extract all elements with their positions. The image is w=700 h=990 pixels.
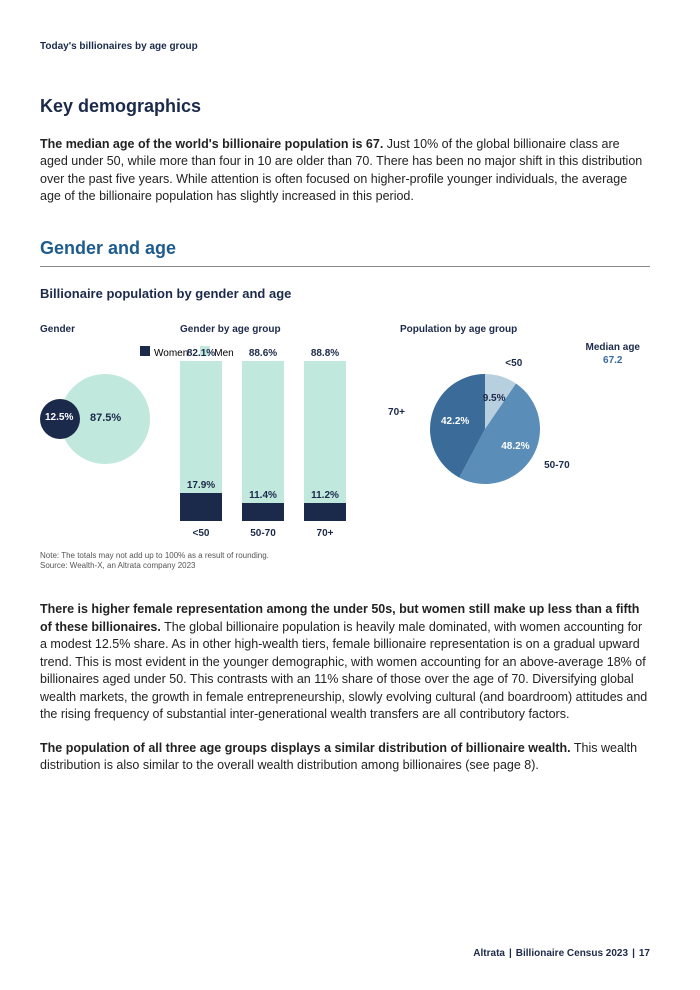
bar-women-label: 17.9% [180,479,222,493]
median-age-block: Median age 67.2 [586,341,640,368]
chart-population-by-age: Population by age group Median age 67.2 … [400,323,650,541]
footer-doc: Billionaire Census 2023 [516,948,628,959]
pie-category-label: 70+ [388,406,405,420]
bar-stack: 82.1%17.9% [180,361,222,521]
pie-value-label: 48.2% [501,440,529,454]
subhead-pop-by-age: Population by age group [400,323,650,337]
bar-seg-men: 88.6% [242,361,284,503]
para3-bold: The population of all three age groups d… [40,741,571,755]
bar-men-label: 82.1% [180,347,222,361]
para2-rest: The global billionaire population is hea… [40,620,647,722]
bar-women-label: 11.2% [304,489,346,503]
subhead-gender: Gender [40,323,160,337]
bar-seg-men: 82.1% [180,361,222,492]
median-age-value: 67.2 [586,354,640,368]
bar-stack: 88.8%11.2% [304,361,346,521]
pie-category-label: <50 [505,357,522,371]
para-lead-bold: The median age of the world's billionair… [40,137,383,151]
pie-value-label: 42.2% [441,415,469,429]
footer-sep1: | [509,948,512,959]
para-female-representation: There is higher female representation am… [40,601,650,724]
bar-category-label: 50-70 [250,527,276,541]
footer-brand: Altrata [473,948,505,959]
heading-gender-and-age: Gender and age [40,236,650,260]
heading-key-demographics: Key demographics [40,94,650,118]
gender-circles: 12.5% 87.5% [40,364,150,474]
subhead-gender-by-age: Gender by age group [180,323,380,337]
legend-women-swatch [140,346,150,356]
bar-men-label: 88.6% [242,347,284,361]
pie-category-label: 50-70 [544,459,570,473]
chart-gender-by-age: Gender by age group Women Men 82.1%17.9%… [180,323,380,541]
chart-note-2: Source: Wealth-X, an Altrata company 202… [40,561,650,571]
bar-women-label: 11.4% [242,489,284,503]
bar-group: 82.1%17.9% <50 [180,361,222,541]
section-rule [40,266,650,267]
bar-seg-women: 11.2% [304,503,346,521]
footer-sep2: | [632,948,635,959]
bar-seg-men: 88.8% [304,361,346,503]
bars-area: 82.1%17.9%<5088.6%11.4%50-7088.8%11.2%70… [180,371,380,541]
pie-wrap: 9.5%<5048.2%50-7042.2%70+ [420,364,550,494]
bar-stack: 88.6%11.4% [242,361,284,521]
page-top-label: Today's billionaires by age group [40,40,650,54]
men-pct-label: 87.5% [90,411,121,426]
bar-category-label: 70+ [317,527,334,541]
bar-seg-women: 17.9% [180,493,222,522]
pie-svg [420,364,550,494]
chart-note-1: Note: The totals may not add up to 100% … [40,551,650,561]
bar-group: 88.6%11.4% 50-70 [242,361,284,541]
chart-title: Billionaire population by gender and age [40,285,650,303]
page-footer: Altrata | Billionaire Census 2023 | 17 [473,947,650,961]
women-pct-label: 12.5% [45,411,73,425]
bar-group: 88.8%11.2% 70+ [304,361,346,541]
charts-row: Gender 12.5% 87.5% Gender by age group W… [40,323,650,541]
bar-category-label: <50 [193,527,210,541]
para-wealth-distribution: The population of all three age groups d… [40,740,650,775]
para-median-age: The median age of the world's billionair… [40,136,650,206]
median-age-label: Median age [586,341,640,355]
bar-men-label: 88.8% [304,347,346,361]
pie-value-label: 9.5% [483,392,506,406]
bar-seg-women: 11.4% [242,503,284,521]
footer-page: 17 [639,948,650,959]
